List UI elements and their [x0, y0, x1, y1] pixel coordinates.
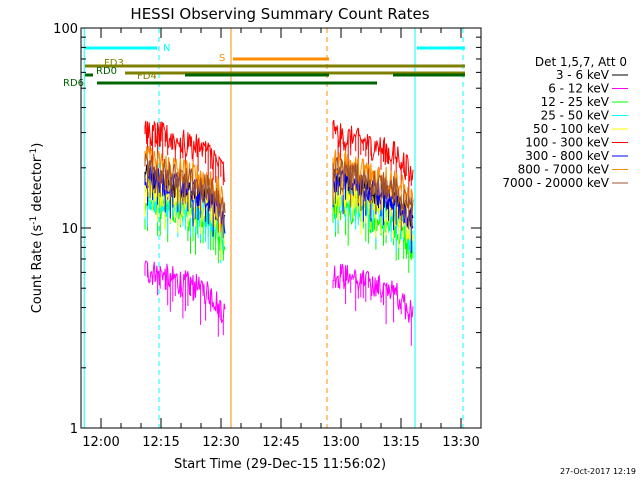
series-7000-20000-kev-segment-1: [332, 157, 414, 235]
legend-label-300-800-kev: 300 - 800 keV: [525, 149, 609, 163]
legend-label-25-50-kev: 25 - 50 keV: [541, 109, 610, 123]
x-tick-label-1330: 13:30: [442, 435, 479, 450]
y-axis-label-mid: detector: [30, 156, 45, 216]
series-6-12-kev-segment-0: [144, 260, 226, 337]
y-tick-label-100: 100: [53, 22, 78, 37]
y-axis-label-sup1: -1: [29, 216, 39, 225]
series-50-100-kev-segment-0: [144, 176, 226, 260]
x-tick-label-1300: 13:00: [322, 435, 359, 450]
series-6-12-kev-segment-1: [332, 263, 414, 346]
legend-label-6-12-kev: 6 - 12 keV: [548, 82, 610, 96]
y-axis-label: Count Rate (s-1 detector-1): [29, 143, 45, 314]
x-tick-label-1245: 12:45: [262, 435, 299, 450]
y-tick-label-1: 1: [70, 422, 78, 437]
series-100-300-kev-segment-1: [332, 119, 414, 199]
flag-label-fd4: FD4: [137, 71, 157, 82]
legend-label-3-6-kev: 3 - 6 keV: [556, 68, 610, 82]
y-axis-label-main: Count Rate (s: [30, 225, 45, 314]
flag-label-fd3: FD3: [104, 58, 124, 69]
x-axis-label: Start Time (29-Dec-15 11:56:02): [174, 457, 386, 472]
legend-label-50-100-kev: 50 - 100 keV: [533, 122, 610, 136]
y-axis-label-end: ): [30, 143, 45, 148]
flag-label-n: N: [163, 43, 170, 54]
plot-layer: N S FD3 FD4 RD0 RD6: [63, 28, 465, 428]
legend-label-800-7000-kev: 800 - 7000 keV: [518, 163, 610, 177]
legend-title: Det 1,5,7, Att 0: [535, 55, 627, 69]
series-7000-20000-kev-segment-0: [144, 153, 226, 239]
series-50-100-kev-segment-1: [332, 180, 414, 248]
y-tick-label-10: 10: [61, 222, 78, 237]
x-tick-label-1315: 13:15: [382, 435, 419, 450]
flag-label-rd0: RD0: [96, 66, 117, 77]
legend-label-7000-20000-kev: 7000 - 20000 keV: [502, 176, 609, 190]
x-tick-label-1200: 12:00: [82, 435, 119, 450]
x-tick-label-1215: 12:15: [142, 435, 179, 450]
series-100-300-kev-segment-0: [144, 120, 226, 197]
chart-title: HESSI Observing Summary Count Rates: [130, 5, 429, 23]
legend-label-12-25-kev: 12 - 25 keV: [541, 95, 610, 109]
footer-timestamp: 27-Oct-2017 12:19: [560, 467, 636, 476]
flag-label-s: S: [219, 53, 225, 64]
y-axis-label-sup2: -1: [29, 148, 39, 157]
legend-label-100-300-kev: 100 - 300 keV: [525, 136, 609, 150]
axes-layer: 1 10 100 12:00 12:15 12:30 12:45 13:00 13:15 13:3…: [53, 22, 482, 450]
series-800-7000-kev-segment-1: [332, 149, 414, 228]
x-tick-label-1230: 12:30: [202, 435, 239, 450]
flag-label-rd6: RD6: [63, 78, 84, 89]
